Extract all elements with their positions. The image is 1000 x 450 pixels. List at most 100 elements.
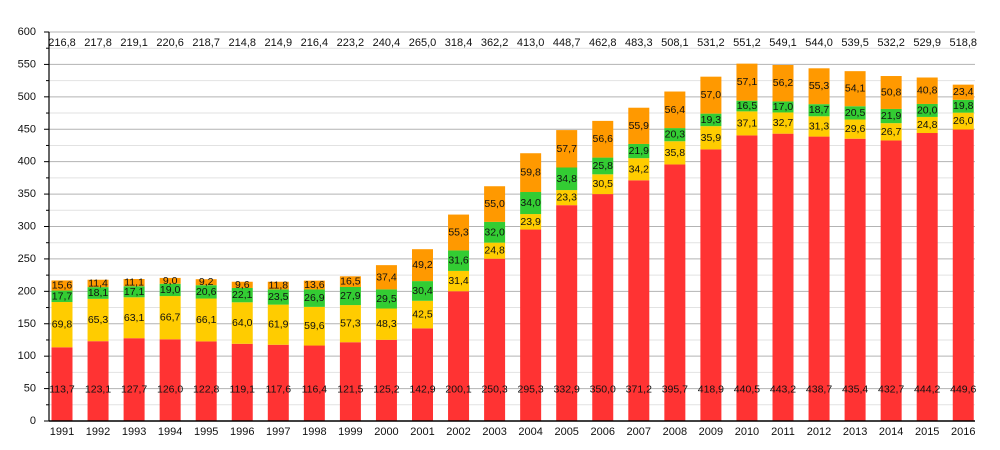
- data-label: 34,0: [520, 197, 541, 209]
- total-label: 216,8: [48, 37, 76, 49]
- bar-segment-series-2: [664, 141, 686, 165]
- y-tick-label: 100: [18, 350, 36, 362]
- data-label: 17,7: [52, 290, 73, 302]
- y-tick-label: 600: [18, 26, 36, 38]
- total-label: 216,4: [301, 37, 329, 49]
- x-tick-label: 2004: [518, 426, 542, 438]
- bar-segment-series-2: [231, 302, 253, 344]
- bar-segment-series-2: [159, 296, 181, 340]
- data-label: 24,8: [917, 119, 938, 131]
- bar-segment-series-3: [51, 290, 73, 303]
- bar-segment-series-4: [448, 214, 470, 251]
- data-label: 54,1: [845, 83, 866, 95]
- data-label: 26,0: [953, 115, 974, 127]
- data-label: 56,6: [593, 133, 614, 145]
- x-tick-label: 1997: [266, 426, 290, 438]
- total-label: 529,9: [913, 37, 941, 49]
- bar-segment-series-2: [195, 298, 217, 342]
- y-tick-label: 200: [18, 285, 36, 297]
- bar-segment-series-4: [916, 77, 938, 104]
- x-tick-label: 2016: [951, 426, 975, 438]
- bar-segment-series-1: [339, 342, 361, 421]
- y-tick-label: 250: [18, 253, 36, 265]
- bar-segment-series-4: [664, 91, 686, 129]
- data-label: 37,1: [737, 117, 758, 129]
- bar-segment-series-4: [159, 277, 181, 284]
- data-label: 32,0: [484, 226, 505, 238]
- bar-segment-series-4: [484, 186, 506, 222]
- bar-segment-series-3: [267, 289, 289, 305]
- y-tick-label: 350: [18, 188, 36, 200]
- data-label: 19,3: [701, 114, 722, 126]
- data-label: 125,2: [373, 384, 399, 396]
- data-label: 66,1: [196, 314, 217, 326]
- data-label: 29,5: [376, 293, 397, 305]
- axes: 1991 1992 1993 1994 1995 1996 1997 1998 1999 2000…: [18, 26, 976, 438]
- x-tick-label: 2013: [843, 426, 867, 438]
- data-label: 34,2: [629, 163, 650, 175]
- total-label: 219,1: [120, 37, 148, 49]
- data-label: 57,0: [701, 89, 722, 101]
- total-label: 214,9: [265, 37, 293, 49]
- y-tick-label: 50: [24, 383, 36, 395]
- bar-segment-series-4: [700, 76, 722, 114]
- bar-segment-series-4: [772, 65, 794, 102]
- data-label: 449,6: [950, 384, 976, 396]
- x-tick-label: 1991: [50, 426, 74, 438]
- bar-segment-series-3: [700, 113, 722, 127]
- bar-segment-series-3: [123, 286, 145, 298]
- data-label: 18,7: [809, 104, 830, 116]
- bar-segment-series-3: [412, 281, 433, 301]
- y-tick-label: 450: [18, 123, 36, 135]
- bar-segment-series-1: [844, 138, 866, 421]
- bar-segment-series-1: [159, 339, 181, 421]
- bar-segment-series-1: [231, 343, 253, 421]
- bar-segment-series-4: [123, 279, 145, 287]
- data-label: 16,5: [737, 100, 758, 112]
- bar-segment-series-1: [880, 140, 902, 421]
- data-label: 332,9: [554, 384, 580, 396]
- bar-segment-series-2: [375, 308, 397, 340]
- data-label: 21,9: [881, 110, 902, 122]
- data-label: 35,8: [665, 147, 686, 159]
- data-label: 27,9: [340, 290, 361, 302]
- bar-segment-series-4: [412, 249, 433, 282]
- data-label: 23,3: [556, 192, 577, 204]
- data-label: 30,4: [412, 285, 433, 297]
- data-label: 30,5: [593, 178, 614, 190]
- total-label: 240,4: [373, 37, 401, 49]
- data-label: 35,9: [701, 132, 722, 144]
- y-tick-label: 150: [18, 318, 36, 330]
- data-label: 395,7: [662, 384, 688, 396]
- bar-segment-series-1: [520, 229, 542, 421]
- data-label: 26,7: [881, 126, 902, 138]
- bar-segment-series-2: [772, 112, 794, 134]
- data-label: 50,8: [881, 86, 902, 98]
- bar-segment-series-1: [772, 133, 794, 421]
- data-label: 55,3: [448, 226, 469, 238]
- data-label: 121,5: [337, 384, 363, 396]
- data-label: 59,6: [304, 320, 325, 332]
- bar-segment-series-2: [51, 302, 73, 348]
- bar-segment-series-2: [736, 111, 758, 136]
- total-label: 214,8: [228, 37, 256, 49]
- bar-segment-series-3: [664, 128, 686, 142]
- data-label: 63,1: [124, 312, 145, 324]
- bar-segment-series-1: [556, 205, 578, 421]
- data-label: 17,1: [124, 286, 145, 298]
- bar-segment-series-2: [123, 297, 145, 339]
- data-label: 23,5: [268, 291, 289, 303]
- bar-segment-series-4: [520, 153, 542, 193]
- bar-segment-series-2: [339, 305, 361, 343]
- bar-segment-series-2: [520, 214, 542, 230]
- segment-labels: 113,7 69,8 17,715,6 123,1 65,3 18,111,4 127,7 6…: [49, 76, 976, 395]
- bar-segment-series-2: [267, 304, 289, 345]
- bar-segment-series-2: [556, 190, 578, 206]
- bar-segment-series-3: [339, 286, 361, 306]
- bar-segment-series-1: [592, 194, 614, 421]
- bar-segment-series-1: [123, 338, 145, 421]
- bar-segment-series-2: [952, 112, 974, 130]
- data-label: 20,0: [917, 104, 938, 116]
- bar-segment-series-3: [556, 167, 578, 191]
- total-label: 539,5: [841, 37, 869, 49]
